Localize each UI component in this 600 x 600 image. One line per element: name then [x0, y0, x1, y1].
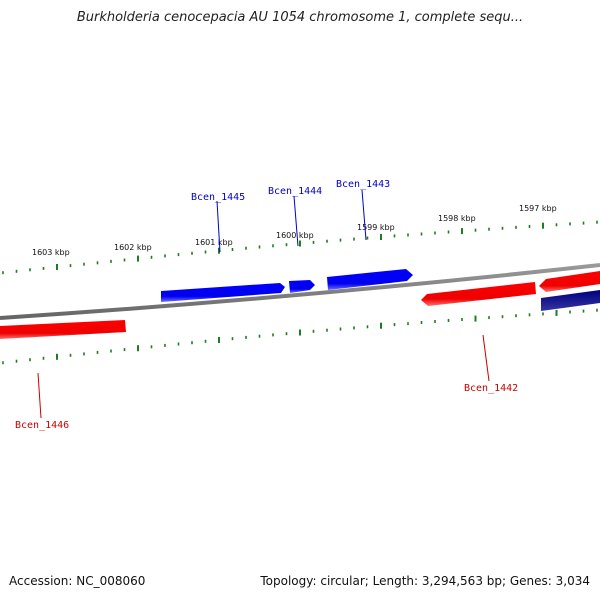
chromosome-backbone — [0, 263, 600, 320]
leader-line-bcen-1445 — [216, 200, 221, 253]
gene-arrow-partial-navy[interactable] — [541, 290, 600, 311]
topology-summary: Topology: circular; Length: 3,294,563 bp… — [260, 574, 590, 588]
leader-line-bcen-1444 — [293, 195, 299, 247]
gene-arrow-partial-red[interactable] — [539, 271, 600, 292]
kbp-label-1598: 1598 kbp — [438, 214, 476, 223]
gene-label-bcen-1444[interactable]: Bcen_1444 — [268, 186, 322, 197]
gene-arrow-bcen-1445[interactable] — [161, 283, 285, 302]
gene-arrow-bcen-1444[interactable] — [289, 280, 315, 293]
kbp-label-1597: 1597 kbp — [519, 204, 557, 213]
outer-tick-ring — [2, 220, 598, 275]
gene-arrow-bcen-1442[interactable] — [421, 282, 536, 306]
kbp-label-1601: 1601 kbp — [195, 238, 233, 247]
kbp-label-1599: 1599 kbp — [357, 223, 395, 232]
accession-text: Accession: NC_008060 — [9, 574, 146, 588]
gene-arrow-bcen-1446[interactable] — [0, 320, 126, 339]
kbp-label-1603: 1603 kbp — [32, 248, 70, 257]
gene-label-bcen-1443[interactable]: Bcen_1443 — [336, 179, 390, 190]
inner-tick-ring — [2, 308, 598, 365]
leader-line-bcen-1446 — [37, 372, 42, 419]
kbp-label-1602: 1602 kbp — [114, 243, 152, 252]
kbp-label-1600: 1600 kbp — [276, 231, 314, 240]
gene-label-bcen-1442[interactable]: Bcen_1442 — [464, 383, 518, 394]
gene-arrow-bcen-1443[interactable] — [327, 269, 413, 290]
gene-label-bcen-1446[interactable]: Bcen_1446 — [15, 420, 69, 431]
map-title: Burkholderia cenocepacia AU 1054 chromos… — [76, 10, 524, 25]
leader-line-bcen-1442 — [482, 334, 490, 382]
leader-line-bcen-1443 — [361, 189, 367, 241]
gene-label-bcen-1445[interactable]: Bcen_1445 — [191, 192, 245, 203]
